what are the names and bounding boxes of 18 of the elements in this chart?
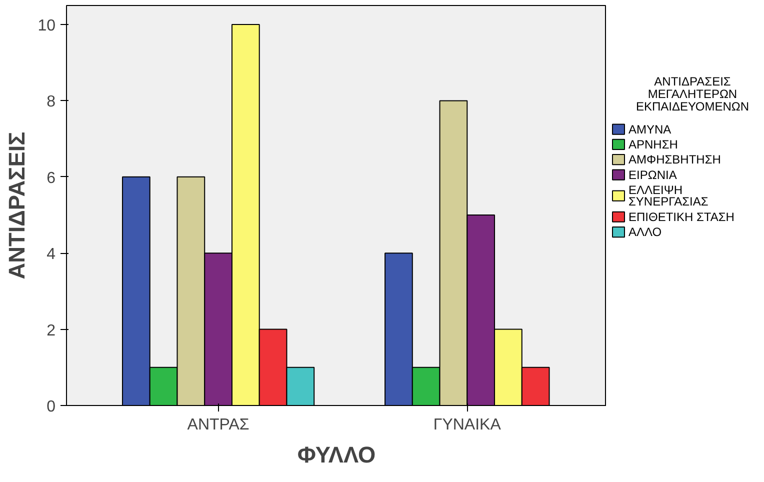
y-tick-label: 6 (46, 170, 56, 187)
legend-label: ΕΠΙΘΕΤΙΚΗ ΣΤΑΣΗ (628, 210, 734, 224)
legend-label: ΑΜΥΝΑ (628, 122, 672, 136)
legend-label: ΑΡΝΗΣΗ (628, 137, 678, 152)
y-tick-label: 0 (46, 398, 56, 416)
legend-label: ΕΙΡΩΝΙΑ (628, 168, 677, 182)
x-tick-label: ΑΝΤΡΑΣ (187, 416, 250, 434)
y-tick-label: 10 (38, 18, 56, 35)
y-tick-label: 8 (46, 94, 56, 111)
legend-label: ΑΛΛΟ (628, 225, 662, 240)
legend-title: ΑΝΤΙΔΡΑΣΕΙΣ ΜΕΓΑΛΗΤΕΡΩΝ ΕΚΠΑΙΔΕΥΟΜΕΝΩΝ (636, 74, 749, 114)
y-tick-label: 2 (46, 322, 56, 340)
y-axis-title: ΑΝΤΙΔΡΑΣΕΙΣ (4, 132, 30, 280)
x-tick-label: ΓΥΝΑΙΚΑ (433, 416, 502, 434)
legend-label: ΕΛΛΕΙΨΗ ΣΥΝΕΡΓΑΣΙΑΣ (628, 182, 708, 209)
x-axis-title: ΦΥΛΛΟ (297, 442, 376, 468)
y-tick-label: 4 (46, 246, 56, 264)
legend-label: ΑΜΦΗΣΒΗΤΗΣΗ (628, 152, 721, 167)
